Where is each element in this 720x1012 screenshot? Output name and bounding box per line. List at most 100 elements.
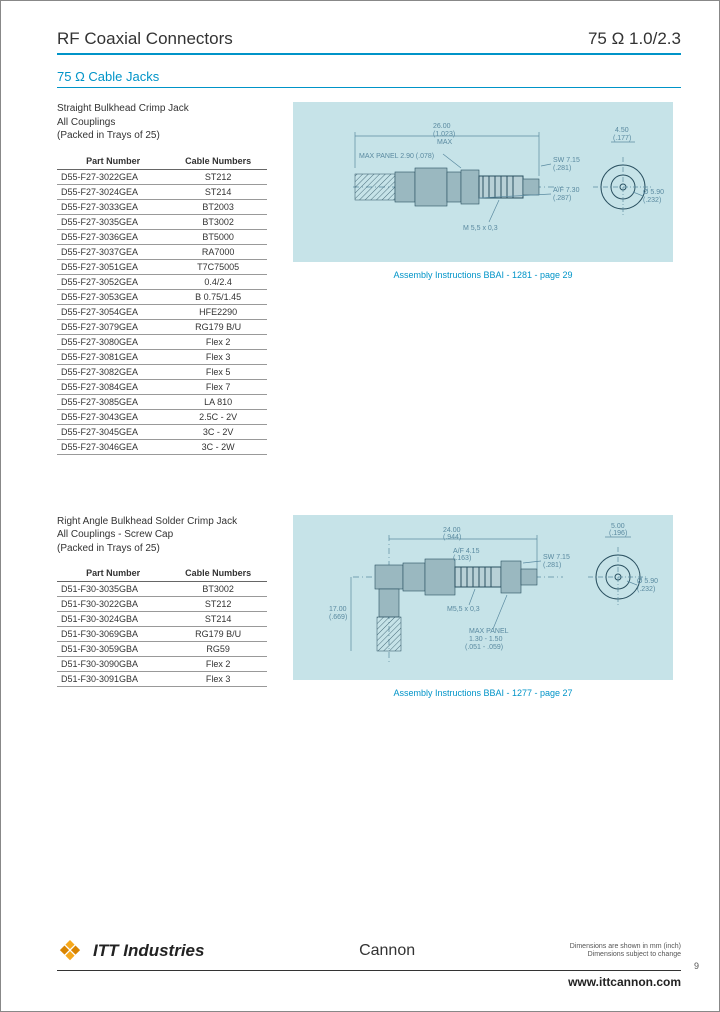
parts-table: Part Number Cable Numbers D55-F27-3022GE… [57, 153, 267, 455]
table-row: D55-F27-3085GEALA 810 [57, 394, 267, 409]
table-row: D55-F27-3045GEA3C - 2V [57, 424, 267, 439]
part-number-cell: D55-F27-3084GEA [57, 379, 169, 394]
svg-text:SW 7.15: SW 7.15 [543, 554, 570, 561]
table-row: D55-F27-3079GEARG179 B/U [57, 319, 267, 334]
svg-text:(.669): (.669) [329, 614, 347, 621]
svg-text:(.944): (.944) [443, 534, 461, 541]
table-row: D51-F30-3090GBAFlex 2 [57, 657, 267, 672]
part-number-cell: D55-F27-3045GEA [57, 424, 169, 439]
cable-number-cell: RG179 B/U [169, 319, 267, 334]
company-name: ITT Industries [93, 941, 204, 961]
desc-line: All Couplings - Screw Cap [57, 528, 267, 542]
technical-diagram: 26.00 (1.023) MAX MAX PANEL 2.90 (.078) … [293, 102, 673, 262]
table-row: D55-F27-3054GEAHFE2290 [57, 304, 267, 319]
cable-number-cell: B 0.75/1.45 [169, 289, 267, 304]
part-number-cell: D55-F27-3079GEA [57, 319, 169, 334]
table-row: D55-F27-3036GEABT5000 [57, 229, 267, 244]
desc-line: Right Angle Bulkhead Solder Crimp Jack [57, 515, 267, 529]
col-part-number: Part Number [57, 565, 169, 582]
footer-meta: Dimensions are shown in mm (inch) Dimens… [570, 943, 681, 960]
meta-line: Dimensions subject to change [570, 951, 681, 959]
col-cable-numbers: Cable Numbers [169, 153, 267, 170]
table-row: D55-F27-3051GEAT7C75005 [57, 259, 267, 274]
part-number-cell: D55-F27-3022GEA [57, 169, 169, 184]
svg-text:(.163): (.163) [453, 555, 471, 562]
part-number-cell: D55-F27-3081GEA [57, 349, 169, 364]
table-row: D51-F30-3035GBABT3002 [57, 582, 267, 597]
part-number-cell: D55-F27-3024GEA [57, 184, 169, 199]
svg-text:M 5,5 x 0,3: M 5,5 x 0,3 [463, 225, 498, 232]
table-row: D55-F27-3033GEABT2003 [57, 199, 267, 214]
page-footer: ITT Industries Cannon Dimensions are sho… [1, 938, 719, 1011]
desc-line: Straight Bulkhead Crimp Jack [57, 102, 267, 116]
cable-number-cell: Flex 7 [169, 379, 267, 394]
svg-text:26.00: 26.00 [433, 123, 451, 130]
svg-text:MAX: MAX [437, 139, 453, 146]
cable-number-cell: HFE2290 [169, 304, 267, 319]
svg-text:Ø 5.90: Ø 5.90 [637, 578, 658, 585]
page-header: RF Coaxial Connectors 75 Ω 1.0/2.3 [57, 29, 681, 55]
desc-line: (Packed in Trays of 25) [57, 542, 267, 556]
product-block-straight: Straight Bulkhead Crimp Jack All Couplin… [57, 102, 681, 455]
assembly-note: Assembly Instructions BBAI - 1277 - page… [393, 688, 572, 698]
part-number-cell: D51-F30-3022GBA [57, 597, 169, 612]
part-number-cell: D51-F30-3059GBA [57, 642, 169, 657]
part-number-cell: D55-F27-3082GEA [57, 364, 169, 379]
table-row: D51-F30-3024GBAST214 [57, 612, 267, 627]
svg-text:(1.023): (1.023) [433, 131, 455, 138]
part-number-cell: D55-F27-3051GEA [57, 259, 169, 274]
table-row: D55-F27-3080GEAFlex 2 [57, 334, 267, 349]
svg-text:A/F 7.30: A/F 7.30 [553, 187, 580, 194]
cable-number-cell: RG179 B/U [169, 627, 267, 642]
cable-number-cell: Flex 3 [169, 672, 267, 687]
cable-number-cell: BT2003 [169, 199, 267, 214]
svg-text:1.30 - 1.50: 1.30 - 1.50 [469, 636, 503, 643]
cable-number-cell: Flex 5 [169, 364, 267, 379]
svg-text:4.50: 4.50 [615, 127, 629, 134]
svg-text:(.177): (.177) [613, 135, 631, 142]
cable-number-cell: Flex 3 [169, 349, 267, 364]
part-number-cell: D55-F27-3052GEA [57, 274, 169, 289]
table-row: D55-F27-3043GEA2.5C - 2V [57, 409, 267, 424]
header-spec: 75 Ω 1.0/2.3 [588, 29, 681, 49]
svg-text:MAX PANEL: MAX PANEL [469, 628, 509, 635]
page-number: 9 [694, 961, 699, 971]
part-number-cell: D55-F27-3053GEA [57, 289, 169, 304]
assembly-note: Assembly Instructions BBAI - 1281 - page… [393, 270, 572, 280]
cable-number-cell: LA 810 [169, 394, 267, 409]
svg-text:A/F 4.15: A/F 4.15 [453, 548, 480, 555]
website-url: www.ittcannon.com [568, 975, 681, 989]
part-number-cell: D55-F27-3035GEA [57, 214, 169, 229]
desc-line: All Couplings [57, 116, 267, 130]
table-row: D55-F27-3081GEAFlex 3 [57, 349, 267, 364]
table-row: D51-F30-3091GBAFlex 3 [57, 672, 267, 687]
part-number-cell: D51-F30-3035GBA [57, 582, 169, 597]
svg-text:24.00: 24.00 [443, 527, 461, 534]
svg-text:Ø 5.90: Ø 5.90 [643, 189, 664, 196]
svg-text:(.281): (.281) [553, 165, 571, 172]
part-number-cell: D55-F27-3054GEA [57, 304, 169, 319]
cable-number-cell: BT3002 [169, 582, 267, 597]
cable-number-cell: ST212 [169, 169, 267, 184]
meta-line: Dimensions are shown in mm (inch) [570, 943, 681, 951]
part-number-cell: D51-F30-3091GBA [57, 672, 169, 687]
header-title: RF Coaxial Connectors [57, 29, 233, 49]
col-part-number: Part Number [57, 153, 169, 170]
cable-number-cell: T7C75005 [169, 259, 267, 274]
cable-number-cell: BT3002 [169, 214, 267, 229]
cable-number-cell: 3C - 2V [169, 424, 267, 439]
part-number-cell: D55-F27-3046GEA [57, 439, 169, 454]
product-block-right-angle: Right Angle Bulkhead Solder Crimp Jack A… [57, 515, 681, 698]
svg-text:SW 7.15: SW 7.15 [553, 157, 580, 164]
table-row: D55-F27-3037GEARA7000 [57, 244, 267, 259]
table-row: D55-F27-3084GEAFlex 7 [57, 379, 267, 394]
cable-number-cell: 2.5C - 2V [169, 409, 267, 424]
table-row: D51-F30-3069GBARG179 B/U [57, 627, 267, 642]
desc-line: (Packed in Trays of 25) [57, 129, 267, 143]
part-number-cell: D55-F27-3037GEA [57, 244, 169, 259]
table-row: D55-F27-3024GEAST214 [57, 184, 267, 199]
table-row: D55-F27-3046GEA3C - 2W [57, 439, 267, 454]
svg-text:(.281): (.281) [543, 562, 561, 569]
svg-text:(.232): (.232) [643, 197, 661, 204]
svg-text:(.051 - .059): (.051 - .059) [465, 644, 503, 651]
